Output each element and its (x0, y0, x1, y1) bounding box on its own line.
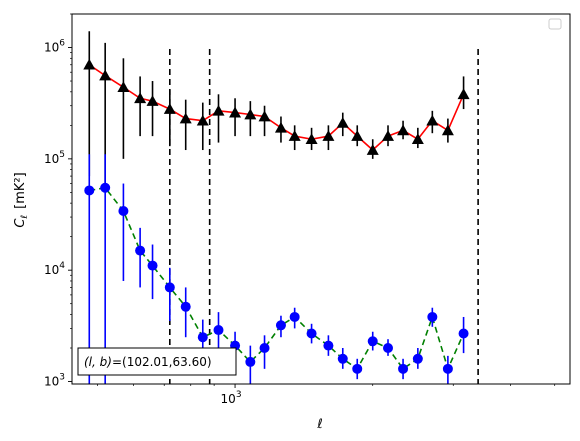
series-0-marker (426, 114, 439, 126)
y-tick-base: 10 (44, 41, 59, 55)
series-0-marker (411, 133, 424, 145)
series-1-marker (306, 328, 317, 339)
y-tick-base: 10 (44, 375, 59, 389)
series-1-marker (259, 343, 270, 354)
series-0-marker (441, 124, 454, 136)
series-1-marker (275, 320, 286, 331)
y-tick-label: 104 (44, 261, 65, 277)
series-1-marker (180, 301, 191, 312)
series-1-marker (367, 336, 378, 347)
y-axis-label: Cℓ [mK²] (13, 172, 30, 227)
x-tick-label: 103 (221, 390, 242, 406)
series-0-marker (336, 116, 349, 128)
x-tick-exponent: 3 (236, 390, 242, 400)
series-1-marker (135, 245, 146, 256)
series-1-marker (412, 353, 423, 364)
series-0-marker (397, 124, 410, 136)
series-1-marker (245, 356, 256, 367)
y-tick-exponent: 5 (59, 150, 65, 160)
series-1-marker (213, 325, 224, 336)
y-axis-label-main: C (13, 218, 28, 228)
series-1-marker (383, 343, 394, 354)
y-axis-label-subscript: ℓ (20, 215, 30, 220)
series-1-marker (84, 185, 95, 196)
coordinate-annotation: (l, b)=(102.01,63.60) (77, 347, 237, 376)
y-tick-label: 103 (44, 373, 65, 389)
series-1-marker (197, 332, 208, 343)
y-tick-base: 10 (44, 263, 59, 277)
series-0-marker (179, 112, 192, 124)
x-axis-label: ℓ (316, 417, 322, 432)
series-0-marker (288, 130, 301, 141)
y-tick-exponent: 4 (59, 261, 65, 271)
series-1-marker (337, 353, 348, 364)
annotation-rhs: =(102.01,63.60) (112, 355, 212, 369)
series-0-marker (117, 81, 130, 93)
series-1-marker (427, 311, 438, 322)
y-tick-exponent: 3 (59, 373, 65, 383)
y-tick-exponent: 6 (59, 39, 65, 49)
series-1-marker (289, 311, 300, 322)
series-1-marker (398, 363, 409, 374)
series-0-marker (212, 104, 225, 116)
plot-frame (71, 13, 571, 385)
series-0-marker (457, 88, 470, 100)
series-0-marker (258, 110, 271, 122)
data-markers (83, 58, 470, 374)
series-1-marker (164, 282, 175, 293)
y-tick-label: 106 (44, 39, 65, 55)
series-1-marker (458, 328, 469, 339)
series-0-marker (305, 133, 318, 145)
series-0-marker (134, 92, 147, 104)
x-axis-ticks: 103 (97, 384, 556, 406)
series-0-marker (196, 114, 209, 126)
series-1-marker (323, 340, 334, 351)
x-tick-base: 10 (221, 392, 236, 406)
series-0-marker (351, 130, 364, 141)
series-0-marker (99, 69, 112, 81)
series-1-marker (147, 260, 158, 271)
plot-area (72, 14, 570, 384)
legend-box (548, 18, 562, 30)
y-axis-label-unit: [mK²] (13, 172, 28, 209)
series-0-marker (322, 130, 335, 141)
annotation-box (77, 347, 237, 376)
series-1-marker (442, 363, 453, 374)
y-tick-base: 10 (44, 152, 59, 166)
y-tick-label: 105 (44, 150, 65, 166)
series-1-marker (352, 363, 363, 374)
error-bars (88, 31, 465, 384)
series-0-marker (382, 130, 395, 141)
svg-text:(l, b)=(102.01,63.60): (l, b)=(102.01,63.60) (84, 355, 212, 369)
series-0-marker (366, 144, 379, 155)
series-0-marker (163, 103, 176, 114)
series-0-marker (229, 106, 242, 118)
annotation-lhs: (l, b) (84, 355, 112, 369)
series-0-marker (244, 108, 257, 120)
series-0-marker (83, 58, 96, 70)
series-1-marker (100, 182, 111, 193)
series-0-marker (274, 121, 287, 133)
series-1-marker (118, 206, 129, 217)
series-0-marker (146, 95, 159, 106)
